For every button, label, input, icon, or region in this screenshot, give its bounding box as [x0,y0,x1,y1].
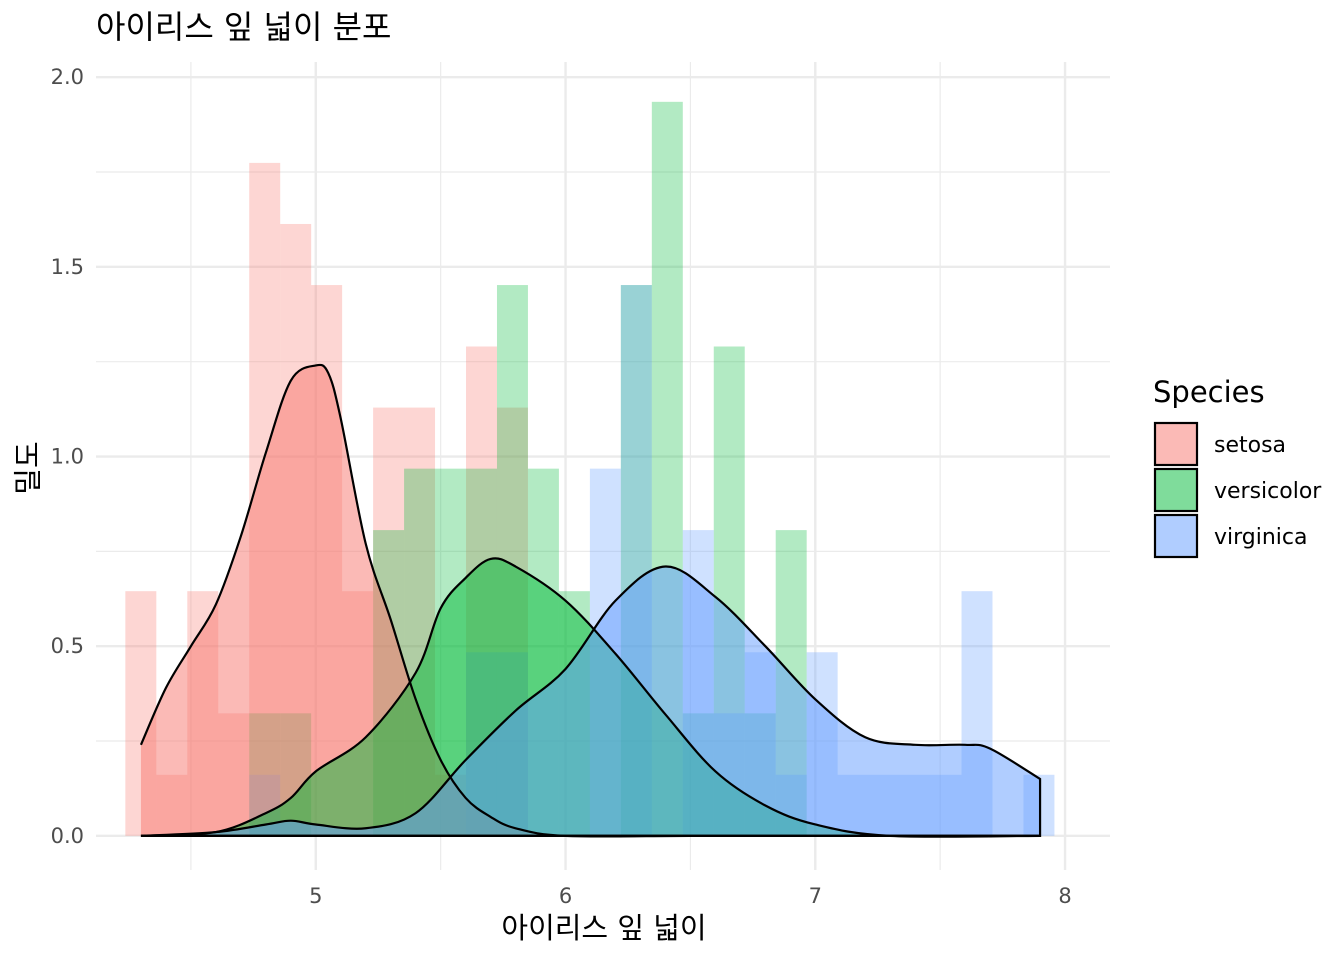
plot-panel [96,62,1110,870]
x-axis-ticks: 5 6 7 8 [309,884,1072,908]
density-line-versicolor [140,557,1041,838]
legend: Species setosa versicolor virginica [1153,375,1322,559]
y-tick-label: 0.0 [51,824,84,848]
legend-label: virginica [1214,525,1308,550]
density-line-virginica [140,565,1042,837]
x-tick-label: 6 [559,884,572,908]
y-axis-title: 밀도 [11,441,45,494]
y-axis-ticks: 0.0 0.5 1.0 1.5 2.0 [51,65,84,848]
chart-title: 아이리스 잎 넓이 분포 [96,8,391,46]
density-curves [139,363,1042,838]
legend-key-swatch [1153,421,1199,467]
density-area-setosa [140,364,1041,837]
legend-item-virginica: virginica [1153,513,1308,559]
legend-key-swatch [1153,467,1199,513]
legend-label: versicolor [1214,479,1322,504]
x-tick-label: 8 [1058,884,1071,908]
y-tick-label: 1.5 [51,255,84,279]
x-axis-title: 아이리스 잎 넓이 [501,911,706,945]
y-tick-label: 1.0 [51,445,84,469]
legend-title: Species [1153,375,1265,409]
density-area-virginica [140,566,1041,836]
legend-label: setosa [1214,433,1286,458]
y-tick-label: 0.5 [51,634,84,658]
x-tick-label: 7 [809,884,822,908]
y-tick-label: 2.0 [51,65,84,89]
x-tick-label: 5 [309,884,322,908]
legend-item-setosa: setosa [1153,421,1286,467]
legend-key-swatch [1153,513,1199,559]
legend-item-versicolor: versicolor [1153,467,1322,513]
